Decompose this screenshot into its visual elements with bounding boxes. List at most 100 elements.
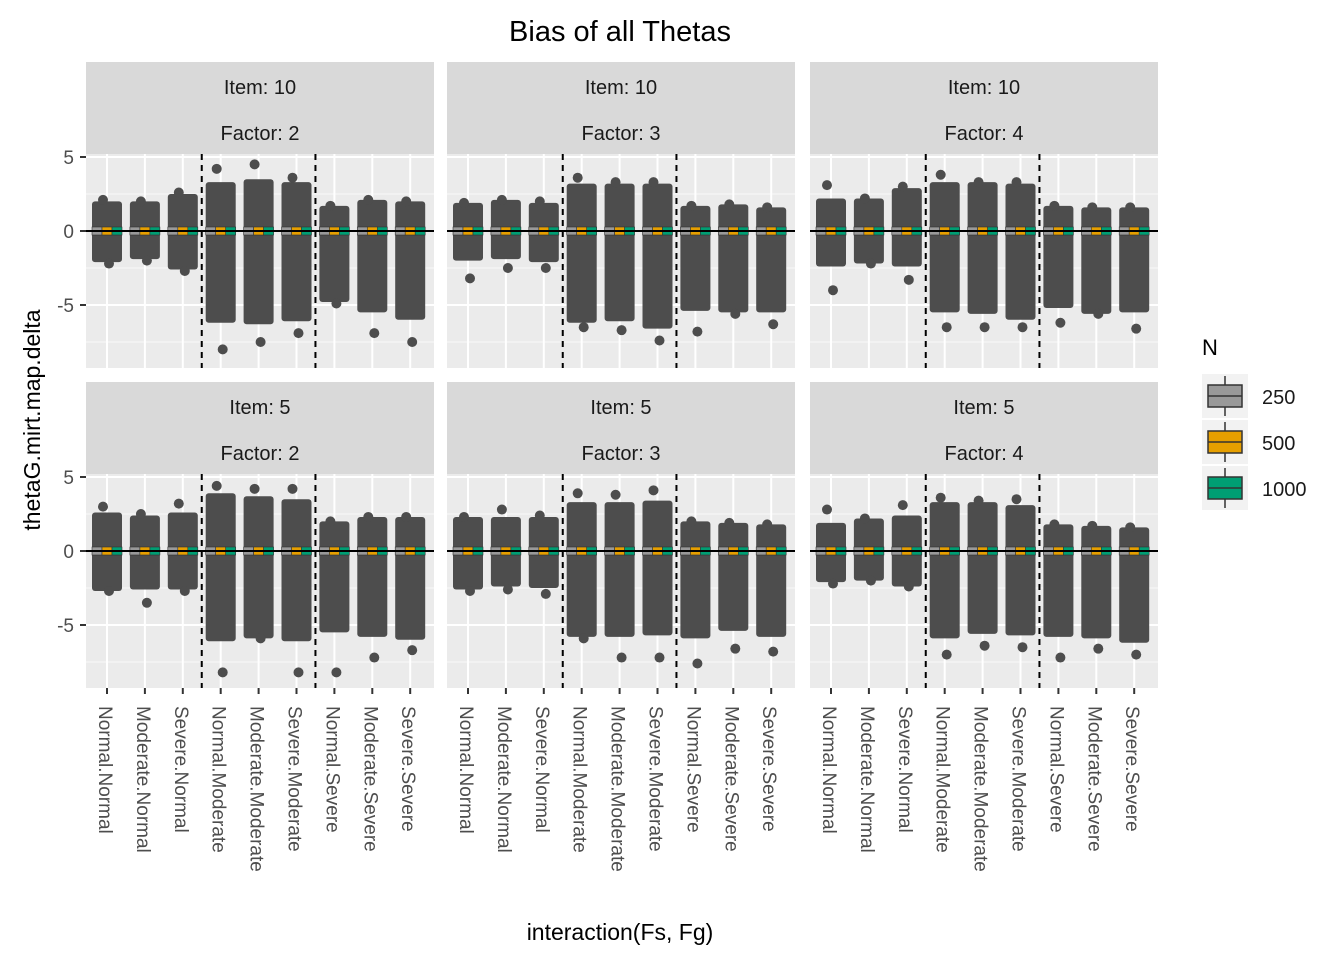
y-tick-label: -5 <box>57 616 74 637</box>
x-axis-title: interaction(Fs, Fg) <box>527 919 714 945</box>
outlier-point-high <box>1011 494 1022 505</box>
outlier-point-low <box>141 597 152 608</box>
data-spread-mark <box>756 207 787 313</box>
facet-panel: Item: 10 Factor: 4 <box>810 62 1158 368</box>
outlier-point-low <box>865 258 876 269</box>
outlier-point-high <box>211 480 222 491</box>
facet-strip <box>810 62 1158 154</box>
x-tick-label: Severe.Moderate <box>1008 706 1029 852</box>
data-spread-mark <box>680 521 711 639</box>
x-tick-label: Normal.Normal <box>94 706 115 834</box>
outlier-point-high <box>1049 519 1060 530</box>
outlier-point-high <box>135 196 146 207</box>
outlier-point-low <box>255 337 266 347</box>
outlier-point-high <box>935 492 946 503</box>
outlier-point-high <box>325 200 336 211</box>
outlier-point-low <box>331 298 342 309</box>
data-spread-mark <box>395 201 426 320</box>
outlier-point-low <box>407 337 418 347</box>
outlier-point-low <box>104 585 114 596</box>
outlier-point-low <box>654 652 665 663</box>
legend-label: 1000 <box>1262 479 1307 501</box>
outlier-point-low <box>941 649 952 660</box>
outlier-point-high <box>496 504 507 515</box>
outlier-point-high <box>822 504 832 515</box>
outlier-point-high <box>249 483 260 494</box>
strip-label-factor: Factor: 4 <box>945 443 1024 465</box>
outlier-point-low <box>828 285 838 296</box>
data-spread-mark <box>929 502 960 639</box>
facet-panel: Item: 5 Factor: 4 Normal.Normal Moderate.No… <box>810 382 1158 872</box>
outlier-point-low <box>293 667 304 678</box>
outlier-point-high <box>1125 202 1136 213</box>
outlier-point-high <box>1087 202 1098 213</box>
outlier-point-low <box>941 322 952 333</box>
data-spread-mark <box>566 183 597 323</box>
outlier-point-high <box>572 488 583 499</box>
outlier-point-low <box>465 273 475 284</box>
data-spread-mark <box>967 502 998 634</box>
outlier-point-low <box>465 585 475 596</box>
outlier-point-high <box>648 485 659 496</box>
x-tick-label: Normal.Severe <box>682 706 703 833</box>
legend-title: N <box>1202 335 1218 360</box>
outlier-point-low <box>692 658 703 669</box>
data-spread-mark <box>319 521 350 633</box>
outlier-point-high <box>363 511 374 522</box>
outlier-point-low <box>369 328 380 339</box>
strip-label-item: Item: 10 <box>948 77 1020 99</box>
data-spread-mark <box>1005 505 1036 636</box>
outlier-point-low <box>865 575 876 586</box>
outlier-point-high <box>897 500 908 511</box>
outlier-point-low <box>217 667 228 678</box>
outlier-point-high <box>762 202 773 213</box>
outlier-point-low <box>217 344 228 355</box>
outlier-point-low <box>141 255 152 266</box>
outlier-point-low <box>331 667 342 678</box>
outlier-point-high <box>249 159 260 170</box>
x-tick-label: Normal.Moderate <box>569 706 590 853</box>
outlier-point-low <box>979 640 990 651</box>
outlier-point-low <box>654 335 665 346</box>
x-tick-label: Moderate.Moderate <box>246 706 267 872</box>
data-spread-mark <box>1119 527 1150 643</box>
outlier-point-low <box>730 308 741 319</box>
data-spread-mark <box>756 524 787 637</box>
y-tick-label: -5 <box>57 296 74 317</box>
outlier-point-high <box>686 200 697 211</box>
outlier-point-high <box>973 177 984 188</box>
outlier-point-high <box>686 516 697 527</box>
outlier-point-low <box>828 578 838 589</box>
x-tick-label: Severe.Moderate <box>645 706 666 852</box>
facet-strip <box>447 62 795 154</box>
outlier-point-high <box>534 510 545 521</box>
x-tick-label: Severe.Severe <box>397 706 418 832</box>
data-spread-mark <box>281 499 312 642</box>
outlier-point-high <box>822 180 832 191</box>
outlier-point-high <box>135 509 146 519</box>
x-tick-label: Severe.Severe <box>1121 706 1142 832</box>
legend-label: 500 <box>1262 433 1295 455</box>
outlier-point-low <box>293 328 304 339</box>
outlier-point-high <box>363 194 374 205</box>
data-spread-mark <box>1005 183 1036 320</box>
x-tick-label: Severe.Severe <box>758 706 779 832</box>
data-spread-mark <box>680 205 711 311</box>
outlier-point-low <box>768 646 779 657</box>
x-tick-label: Normal.Moderate <box>932 706 953 853</box>
outlier-point-low <box>407 645 418 656</box>
outlier-point-low <box>502 263 513 273</box>
data-spread-mark <box>281 182 312 322</box>
outlier-point-low <box>768 319 779 330</box>
outlier-point-low <box>578 322 589 333</box>
outlier-point-low <box>179 265 190 276</box>
outlier-point-low <box>730 643 741 654</box>
data-spread-mark <box>1043 524 1074 637</box>
data-spread-mark <box>357 516 388 637</box>
outlier-point-high <box>173 187 184 198</box>
strip-label-item: Item: 10 <box>585 77 657 99</box>
x-tick-label: Moderate.Severe <box>1083 706 1104 852</box>
outlier-point-low <box>179 585 190 596</box>
x-tick-label: Moderate.Severe <box>720 706 741 852</box>
